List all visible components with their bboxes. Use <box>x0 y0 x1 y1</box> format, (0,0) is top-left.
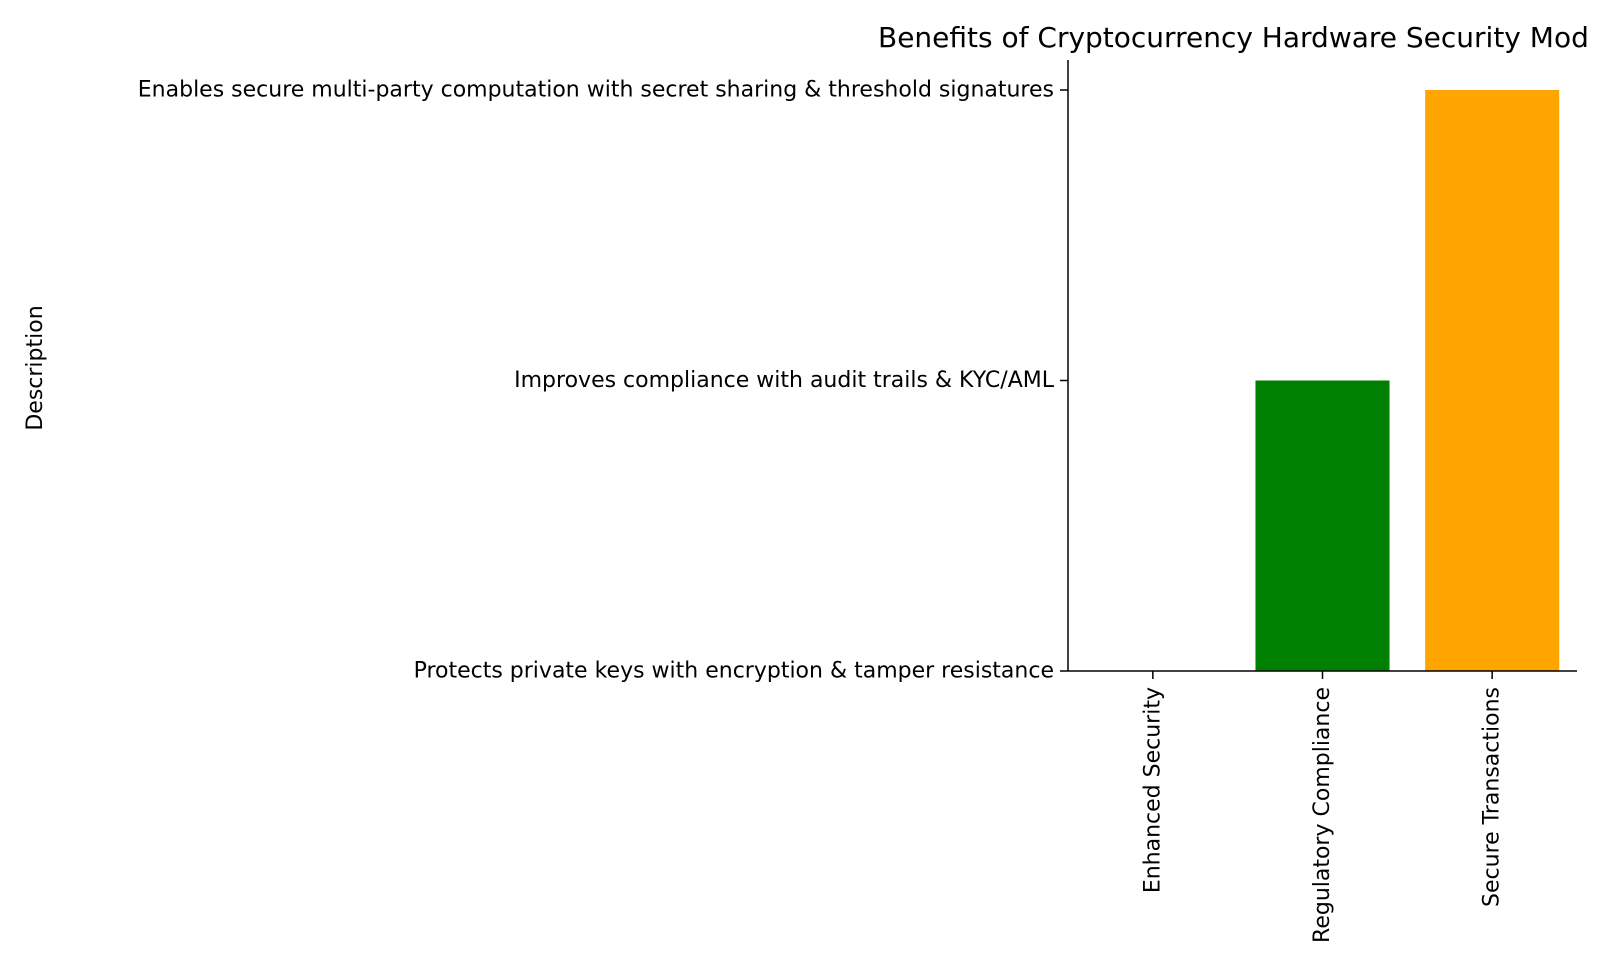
x-tick-label: Secure Transactions <box>1480 687 1505 907</box>
x-tick-label: Enhanced Security <box>1140 687 1165 893</box>
chart-title: Benefits of Cryptocurrency Hardware Secu… <box>878 21 1589 54</box>
bar-regulatory-compliance <box>1255 380 1390 671</box>
y-tick-label: Protects private keys with encryption & … <box>414 659 1054 684</box>
bars-group <box>1255 90 1560 671</box>
x-tick-label: Regulatory Compliance <box>1310 687 1335 943</box>
bar-secure-transactions <box>1425 90 1560 671</box>
y-axis-label: Description <box>23 305 48 430</box>
y-axis-ticks: Protects private keys with encryption & … <box>138 78 1068 684</box>
y-tick-label: Enables secure multi-party computation w… <box>138 78 1054 103</box>
y-tick-label: Improves compliance with audit trails & … <box>514 368 1055 393</box>
x-axis-ticks: Enhanced Security Regulatory Compliance Se… <box>1140 671 1505 943</box>
